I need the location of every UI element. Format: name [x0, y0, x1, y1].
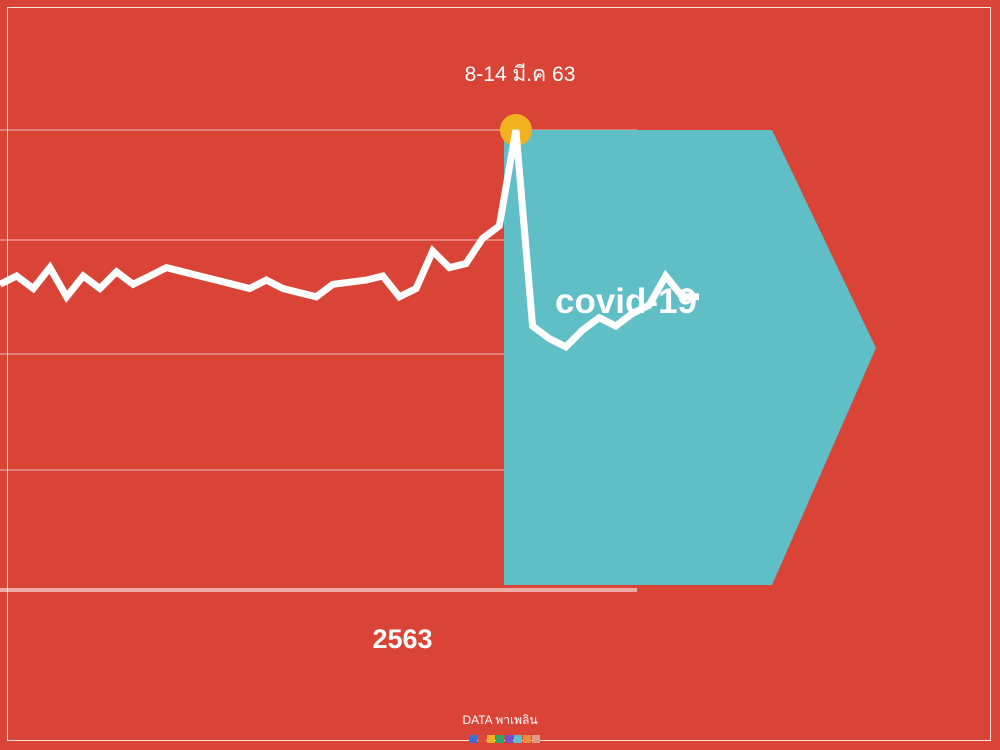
- covid-highlight-arrow: [504, 130, 876, 585]
- brand-swatch: [523, 735, 531, 743]
- peak-label: 8-14 มี.ค 63: [464, 63, 576, 86]
- brand-swatch: [487, 735, 495, 743]
- brand-swatch: [532, 735, 540, 743]
- highlight-label: covid-19: [555, 282, 697, 321]
- brand-swatch: [496, 735, 504, 743]
- brand-swatch: [514, 735, 522, 743]
- brand-swatches: [469, 735, 540, 743]
- series-line: [0, 129, 699, 352]
- brand-label: DATA พาเพลิน: [462, 713, 538, 727]
- brand-swatch: [478, 735, 486, 743]
- brand-swatch: [469, 735, 477, 743]
- brand-swatch: [505, 735, 513, 743]
- x-axis-label: 2563: [372, 624, 433, 654]
